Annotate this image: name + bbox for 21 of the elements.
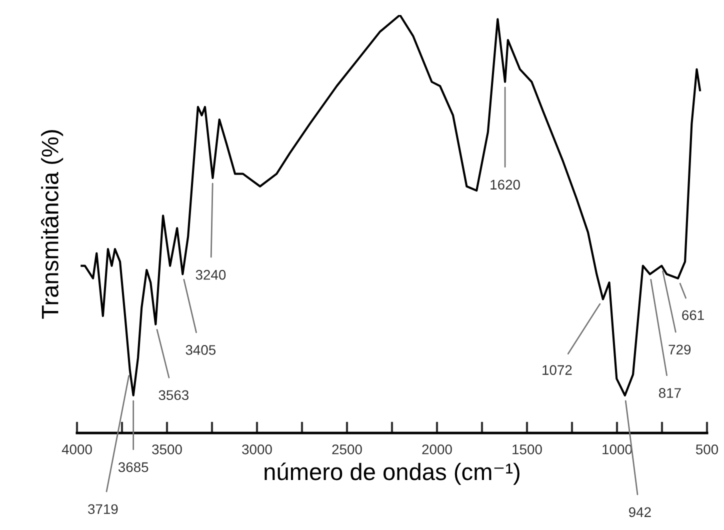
x-tick-label: 3000	[242, 444, 272, 454]
annotation: 661	[682, 310, 704, 320]
x-tick-label: 500	[696, 444, 718, 454]
annotation: 1072	[542, 365, 572, 375]
annotation: 3563	[158, 390, 188, 400]
y-axis-title: Transmitância (%)	[41, 130, 64, 319]
x-tick-label: 1000	[602, 444, 632, 454]
x-tick-label: 2500	[332, 444, 362, 454]
annotation: 3719	[88, 504, 118, 514]
x-tick-label: 4000	[62, 444, 92, 454]
x-tick-label: 2000	[422, 444, 452, 454]
x-tick-label: 3500	[152, 444, 182, 454]
x-axis-title: número de ondas (cm⁻¹)	[264, 462, 520, 485]
annotation: 1620	[490, 180, 520, 190]
annotation: 729	[668, 344, 691, 355]
annotation: 3685	[118, 462, 148, 472]
annotation: 3405	[186, 345, 216, 355]
x-tick-label: 1500	[512, 444, 542, 454]
annotation: 3240	[196, 270, 226, 280]
annotation: 942	[628, 507, 651, 518]
annotation: 817	[658, 388, 681, 398]
